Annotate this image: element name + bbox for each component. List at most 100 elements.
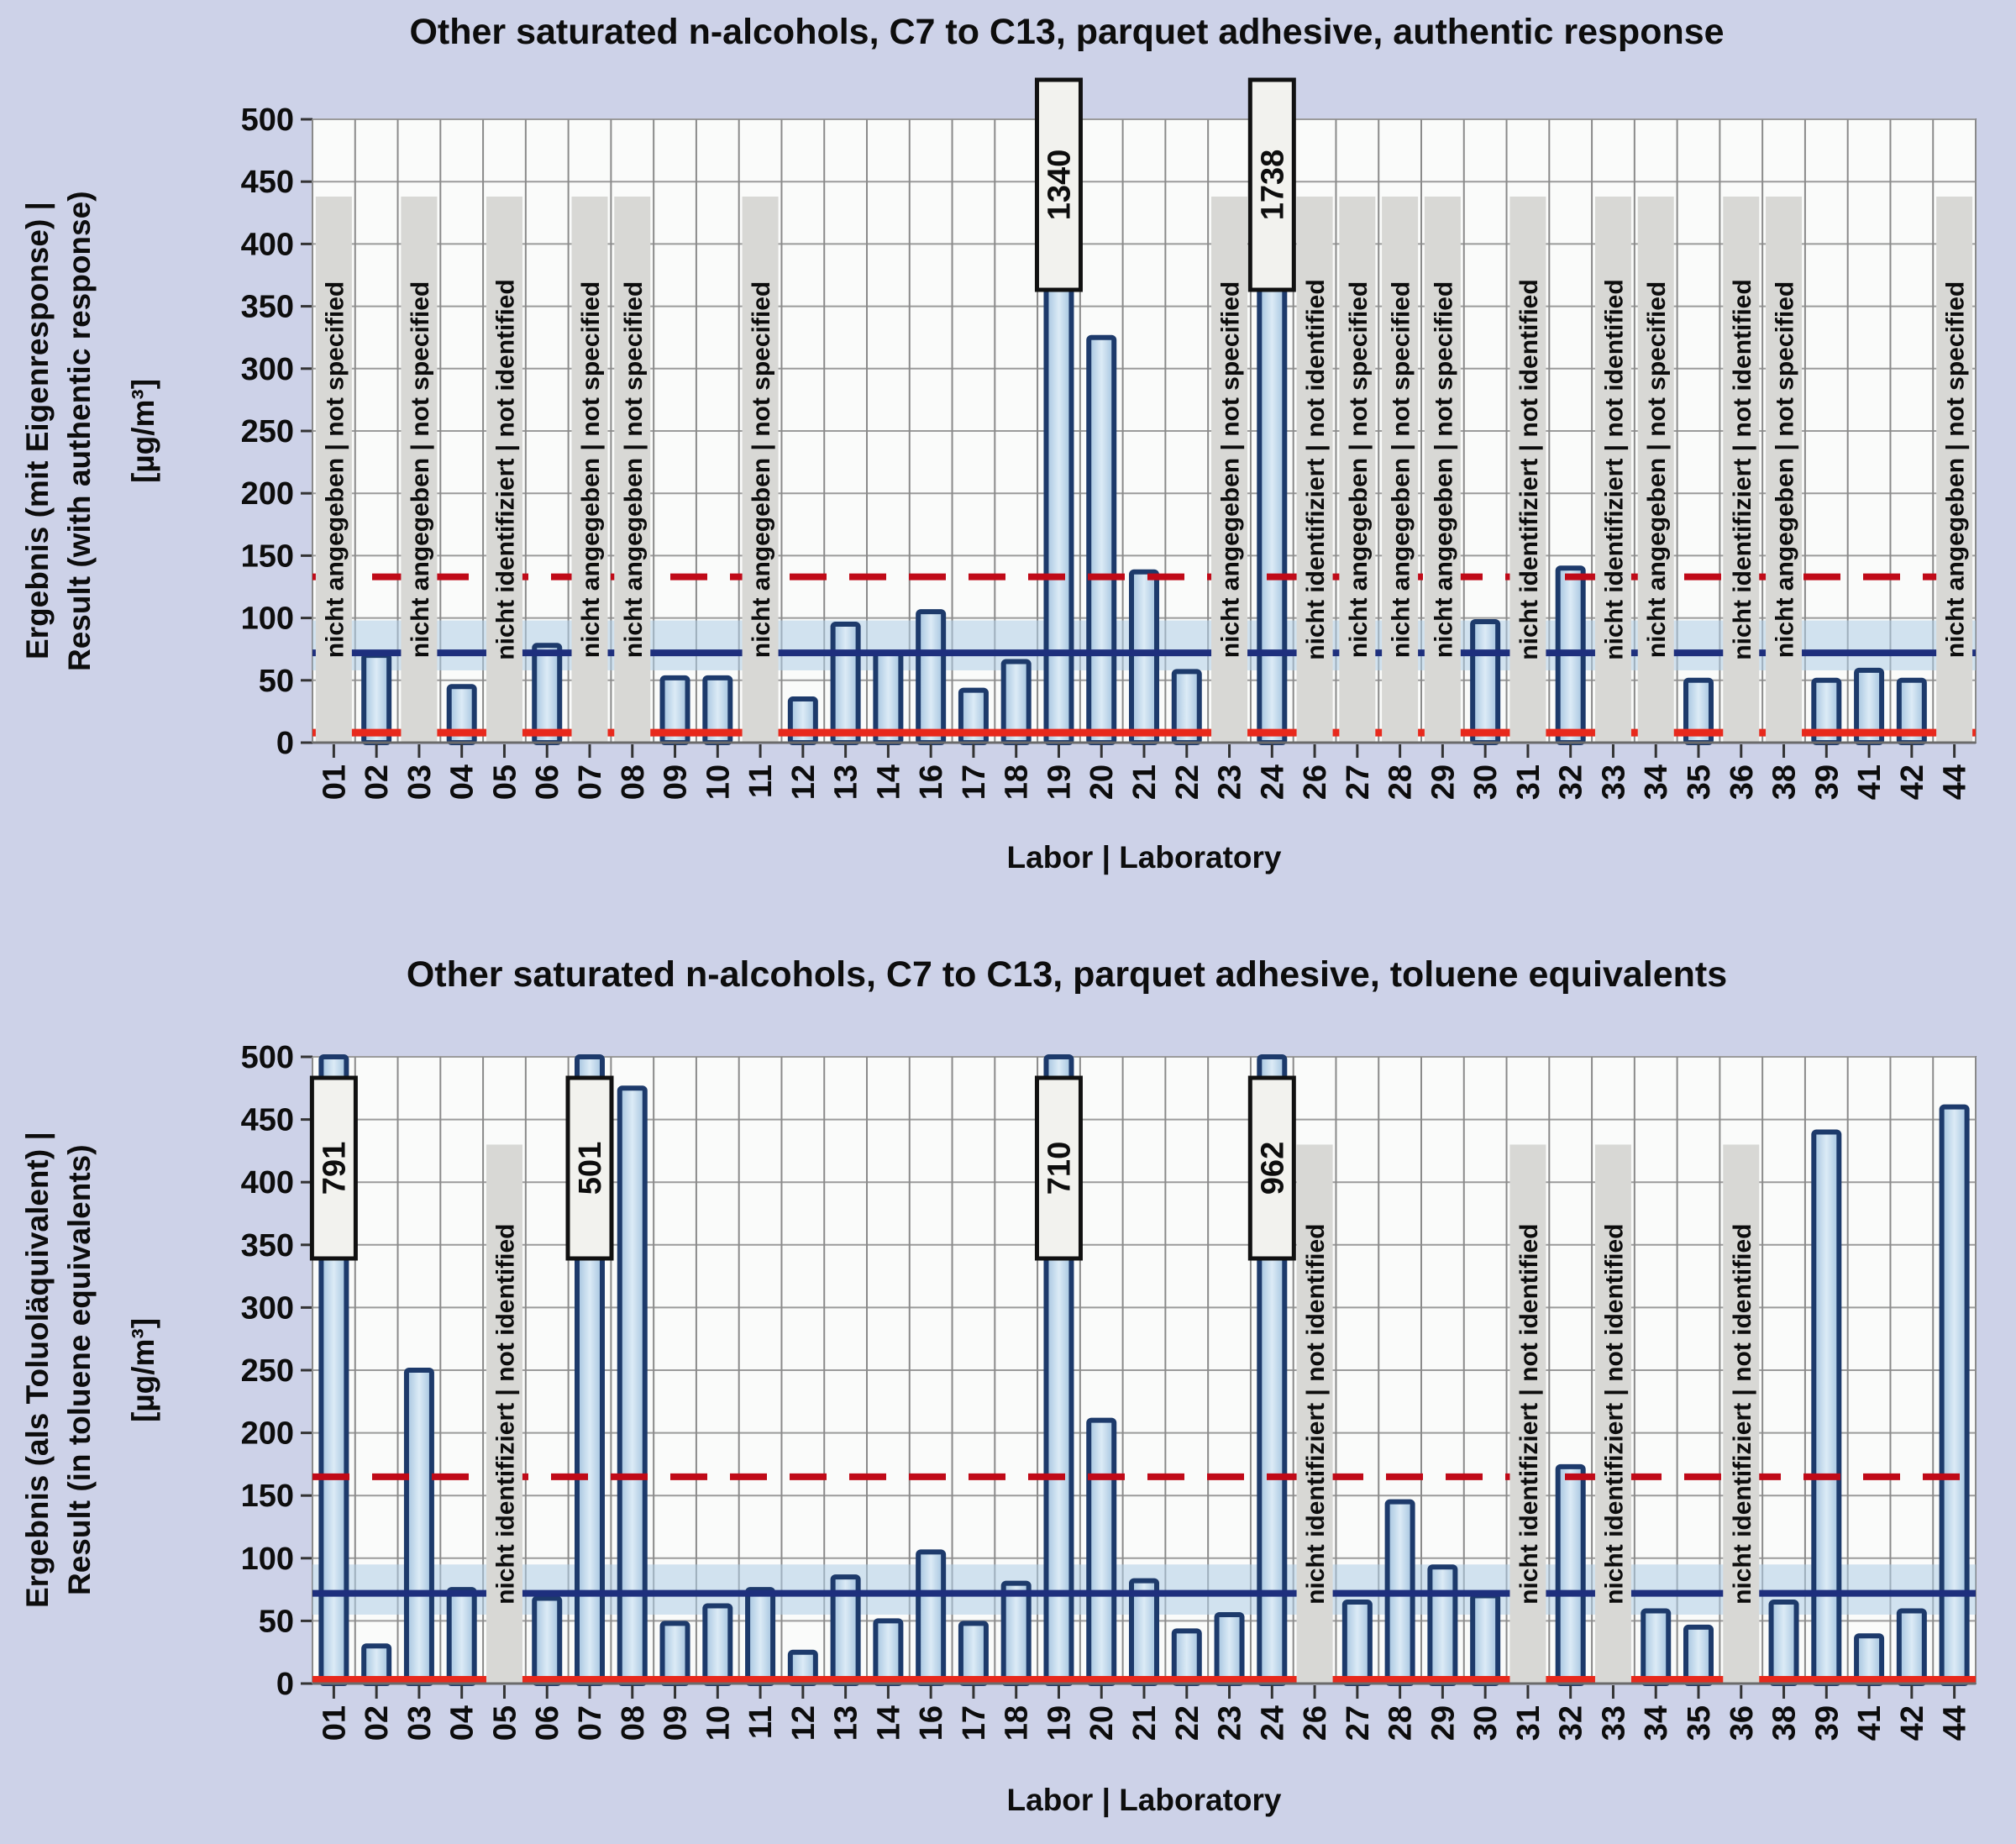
status-column: [315, 197, 352, 743]
x-tick-label: 18: [1000, 1705, 1035, 1741]
x-tick-label: 33: [1596, 764, 1631, 800]
x-tick-label: 21: [1127, 764, 1163, 800]
status-column: [1594, 197, 1631, 743]
bar: [1555, 1463, 1586, 1687]
status-column-label: nicht angegeben | not specified: [620, 281, 648, 658]
x-tick-label: 27: [1341, 764, 1376, 800]
x-tick-label: 33: [1596, 1705, 1631, 1741]
bar: [1470, 619, 1501, 745]
x-tick-label: 20: [1084, 1705, 1120, 1741]
bar: [1768, 1600, 1799, 1687]
x-tick-label: 35: [1682, 1705, 1717, 1741]
chart1-x-axis-title: Labor | Laboratory: [1006, 840, 1282, 875]
x-tick-label: 01: [317, 1705, 352, 1741]
status-column-label: nicht identifiziert | not identified: [1729, 279, 1756, 659]
y-tick-label: 450: [241, 165, 294, 200]
x-tick-label: 09: [659, 764, 694, 800]
bar: [1341, 1600, 1373, 1687]
bar: [1470, 1593, 1501, 1687]
status-column: [1936, 197, 1973, 743]
bar: [873, 1618, 904, 1687]
y-tick-label: 0: [276, 1667, 294, 1702]
y-tick-label: 350: [241, 1228, 294, 1263]
status-column: [1766, 197, 1803, 743]
status-column-label: nicht angegeben | not specified: [1388, 281, 1415, 658]
chart2-x-axis-title: Labor | Laboratory: [1006, 1783, 1282, 1817]
x-tick-label: 08: [616, 1705, 651, 1741]
x-tick-label: 12: [786, 764, 822, 800]
status-column-label: nicht angegeben | not specified: [577, 281, 605, 658]
status-column-label: nicht identifiziert | not identified: [1515, 1224, 1543, 1605]
x-tick-label: 23: [1213, 764, 1248, 800]
status-column-label: nicht angegeben | not specified: [1772, 281, 1799, 658]
x-tick-label: 36: [1725, 764, 1760, 800]
x-tick-label: 06: [530, 1705, 565, 1741]
x-tick-label: 19: [1042, 1705, 1077, 1741]
y-tick-label: 250: [241, 414, 294, 449]
x-tick-label: 42: [1895, 764, 1930, 800]
x-tick-label: 03: [402, 1705, 438, 1741]
status-column: [571, 197, 608, 743]
y-tick-label: 450: [241, 1103, 294, 1138]
status-column-label: nicht angegeben | not specified: [1942, 281, 1970, 658]
status-column-label: nicht angegeben | not specified: [321, 281, 349, 658]
status-column: [486, 1144, 522, 1684]
callout-value: 962: [1255, 1142, 1290, 1195]
x-tick-label: 41: [1852, 1705, 1887, 1741]
callout-box: [1034, 1075, 1083, 1261]
status-column: [486, 197, 522, 743]
callout-value: 791: [317, 1142, 352, 1195]
x-tick-label: 17: [957, 764, 992, 800]
bar: [1896, 1608, 1927, 1686]
x-tick-label: 22: [1170, 1705, 1205, 1741]
status-column: [1296, 197, 1333, 743]
x-tick-label: 22: [1170, 764, 1205, 800]
x-tick-label: 03: [402, 764, 438, 800]
y-tick-label: 400: [241, 1165, 294, 1200]
x-tick-label: 10: [701, 764, 736, 800]
x-tick-label: 24: [1255, 1705, 1290, 1741]
x-tick-label: 17: [957, 1705, 992, 1741]
status-column-label: nicht identifiziert | not identified: [491, 1224, 519, 1605]
x-tick-label: 10: [701, 1705, 736, 1741]
y-tick-label: 350: [241, 290, 294, 325]
x-tick-label: 36: [1725, 1705, 1760, 1741]
x-tick-label: 07: [573, 764, 608, 800]
callout-box: [565, 1075, 614, 1261]
chart1-title: Other saturated n-alcohols, C7 to C13, p…: [409, 12, 1725, 52]
x-tick-label: 20: [1084, 764, 1120, 800]
bar: [1683, 1624, 1714, 1686]
x-tick-label: 09: [659, 1705, 694, 1741]
chart2-title: Other saturated n-alcohols, C7 to C13, p…: [406, 954, 1728, 995]
status-column: [1382, 197, 1419, 743]
y-tick-label: 200: [241, 476, 294, 512]
bar: [659, 1621, 690, 1687]
x-tick-label: 38: [1767, 764, 1803, 800]
x-tick-label: 16: [914, 1705, 949, 1741]
status-column: [1424, 197, 1461, 743]
y-tick-label: 50: [259, 664, 294, 699]
y-tick-label: 100: [241, 1542, 294, 1577]
x-tick-label: 41: [1852, 764, 1887, 800]
status-column-label: nicht angegeben | not specified: [1430, 281, 1457, 658]
x-tick-label: 01: [317, 764, 352, 800]
bar: [532, 1595, 563, 1686]
status-column-label: nicht identifiziert | not identified: [491, 279, 519, 659]
x-tick-label: 32: [1554, 1705, 1589, 1741]
x-tick-label: 21: [1127, 1705, 1163, 1741]
x-tick-label: 14: [871, 764, 906, 800]
y-tick-label: 0: [276, 726, 294, 761]
x-tick-label: 30: [1468, 1705, 1504, 1741]
bar: [745, 1587, 776, 1686]
status-column-label: nicht angegeben | not specified: [1643, 281, 1671, 658]
bar: [446, 1587, 477, 1686]
x-tick-label: 44: [1938, 764, 1973, 800]
status-column: [1339, 197, 1376, 743]
x-tick-label: 06: [530, 764, 565, 800]
x-tick-label: 31: [1511, 764, 1546, 800]
x-tick-label: 23: [1213, 1705, 1248, 1741]
x-tick-label: 04: [445, 1705, 480, 1741]
status-column-label: nicht identifiziert | not identified: [1515, 279, 1543, 659]
status-column: [1211, 197, 1248, 743]
